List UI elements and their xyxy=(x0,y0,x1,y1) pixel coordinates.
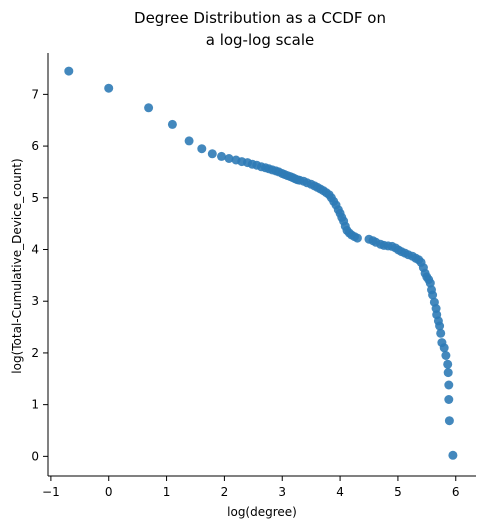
x-tick-label: 0 xyxy=(105,485,113,499)
data-point xyxy=(217,151,226,161)
chart-title-line-1: Degree Distribution as a CCDF on xyxy=(134,9,386,27)
x-tick-label: −1 xyxy=(42,485,60,499)
scatter-points xyxy=(64,66,458,460)
data-point xyxy=(443,359,453,369)
data-point xyxy=(425,278,435,288)
y-tick-label: 4 xyxy=(31,243,39,257)
data-point xyxy=(443,368,453,378)
data-point xyxy=(444,395,454,404)
data-point xyxy=(428,290,438,300)
x-tick-label: 6 xyxy=(452,485,460,499)
x-tick-label: 5 xyxy=(394,485,402,499)
x-axis-label: log(degree) xyxy=(227,505,297,519)
data-point xyxy=(64,66,74,76)
data-point xyxy=(436,328,446,338)
y-tick-label: 5 xyxy=(31,191,39,205)
data-point xyxy=(448,450,458,460)
data-point xyxy=(444,416,454,426)
data-point xyxy=(444,380,454,390)
x-tick-label: 3 xyxy=(278,485,286,499)
data-point xyxy=(352,233,362,243)
x-tick-label: 4 xyxy=(336,485,344,499)
data-point xyxy=(197,144,207,154)
x-axis-ticks: −1 0 1 2 3 4 5 6 xyxy=(42,476,460,499)
data-point xyxy=(441,351,451,360)
y-axis-label: log(Total-Cumulative_Device_count) xyxy=(10,158,24,373)
y-tick-label: 7 xyxy=(31,87,39,101)
chart-title-line-2: a log-log scale xyxy=(206,31,315,49)
y-tick-label: 3 xyxy=(31,294,39,308)
data-point xyxy=(167,119,177,129)
x-tick-label: 2 xyxy=(221,485,229,499)
data-point xyxy=(184,136,194,146)
y-tick-label: 1 xyxy=(31,398,39,412)
y-tick-label: 6 xyxy=(31,139,39,153)
data-point xyxy=(144,103,154,113)
x-tick-label: 1 xyxy=(163,485,171,499)
y-tick-label: 0 xyxy=(31,449,39,463)
data-point xyxy=(224,154,234,163)
y-tick-label: 2 xyxy=(31,346,39,360)
data-point xyxy=(207,149,217,159)
y-axis-ticks: 0 1 2 3 4 5 6 7 xyxy=(31,87,48,463)
data-point xyxy=(439,343,449,353)
data-point xyxy=(435,321,445,331)
data-point xyxy=(104,83,114,93)
